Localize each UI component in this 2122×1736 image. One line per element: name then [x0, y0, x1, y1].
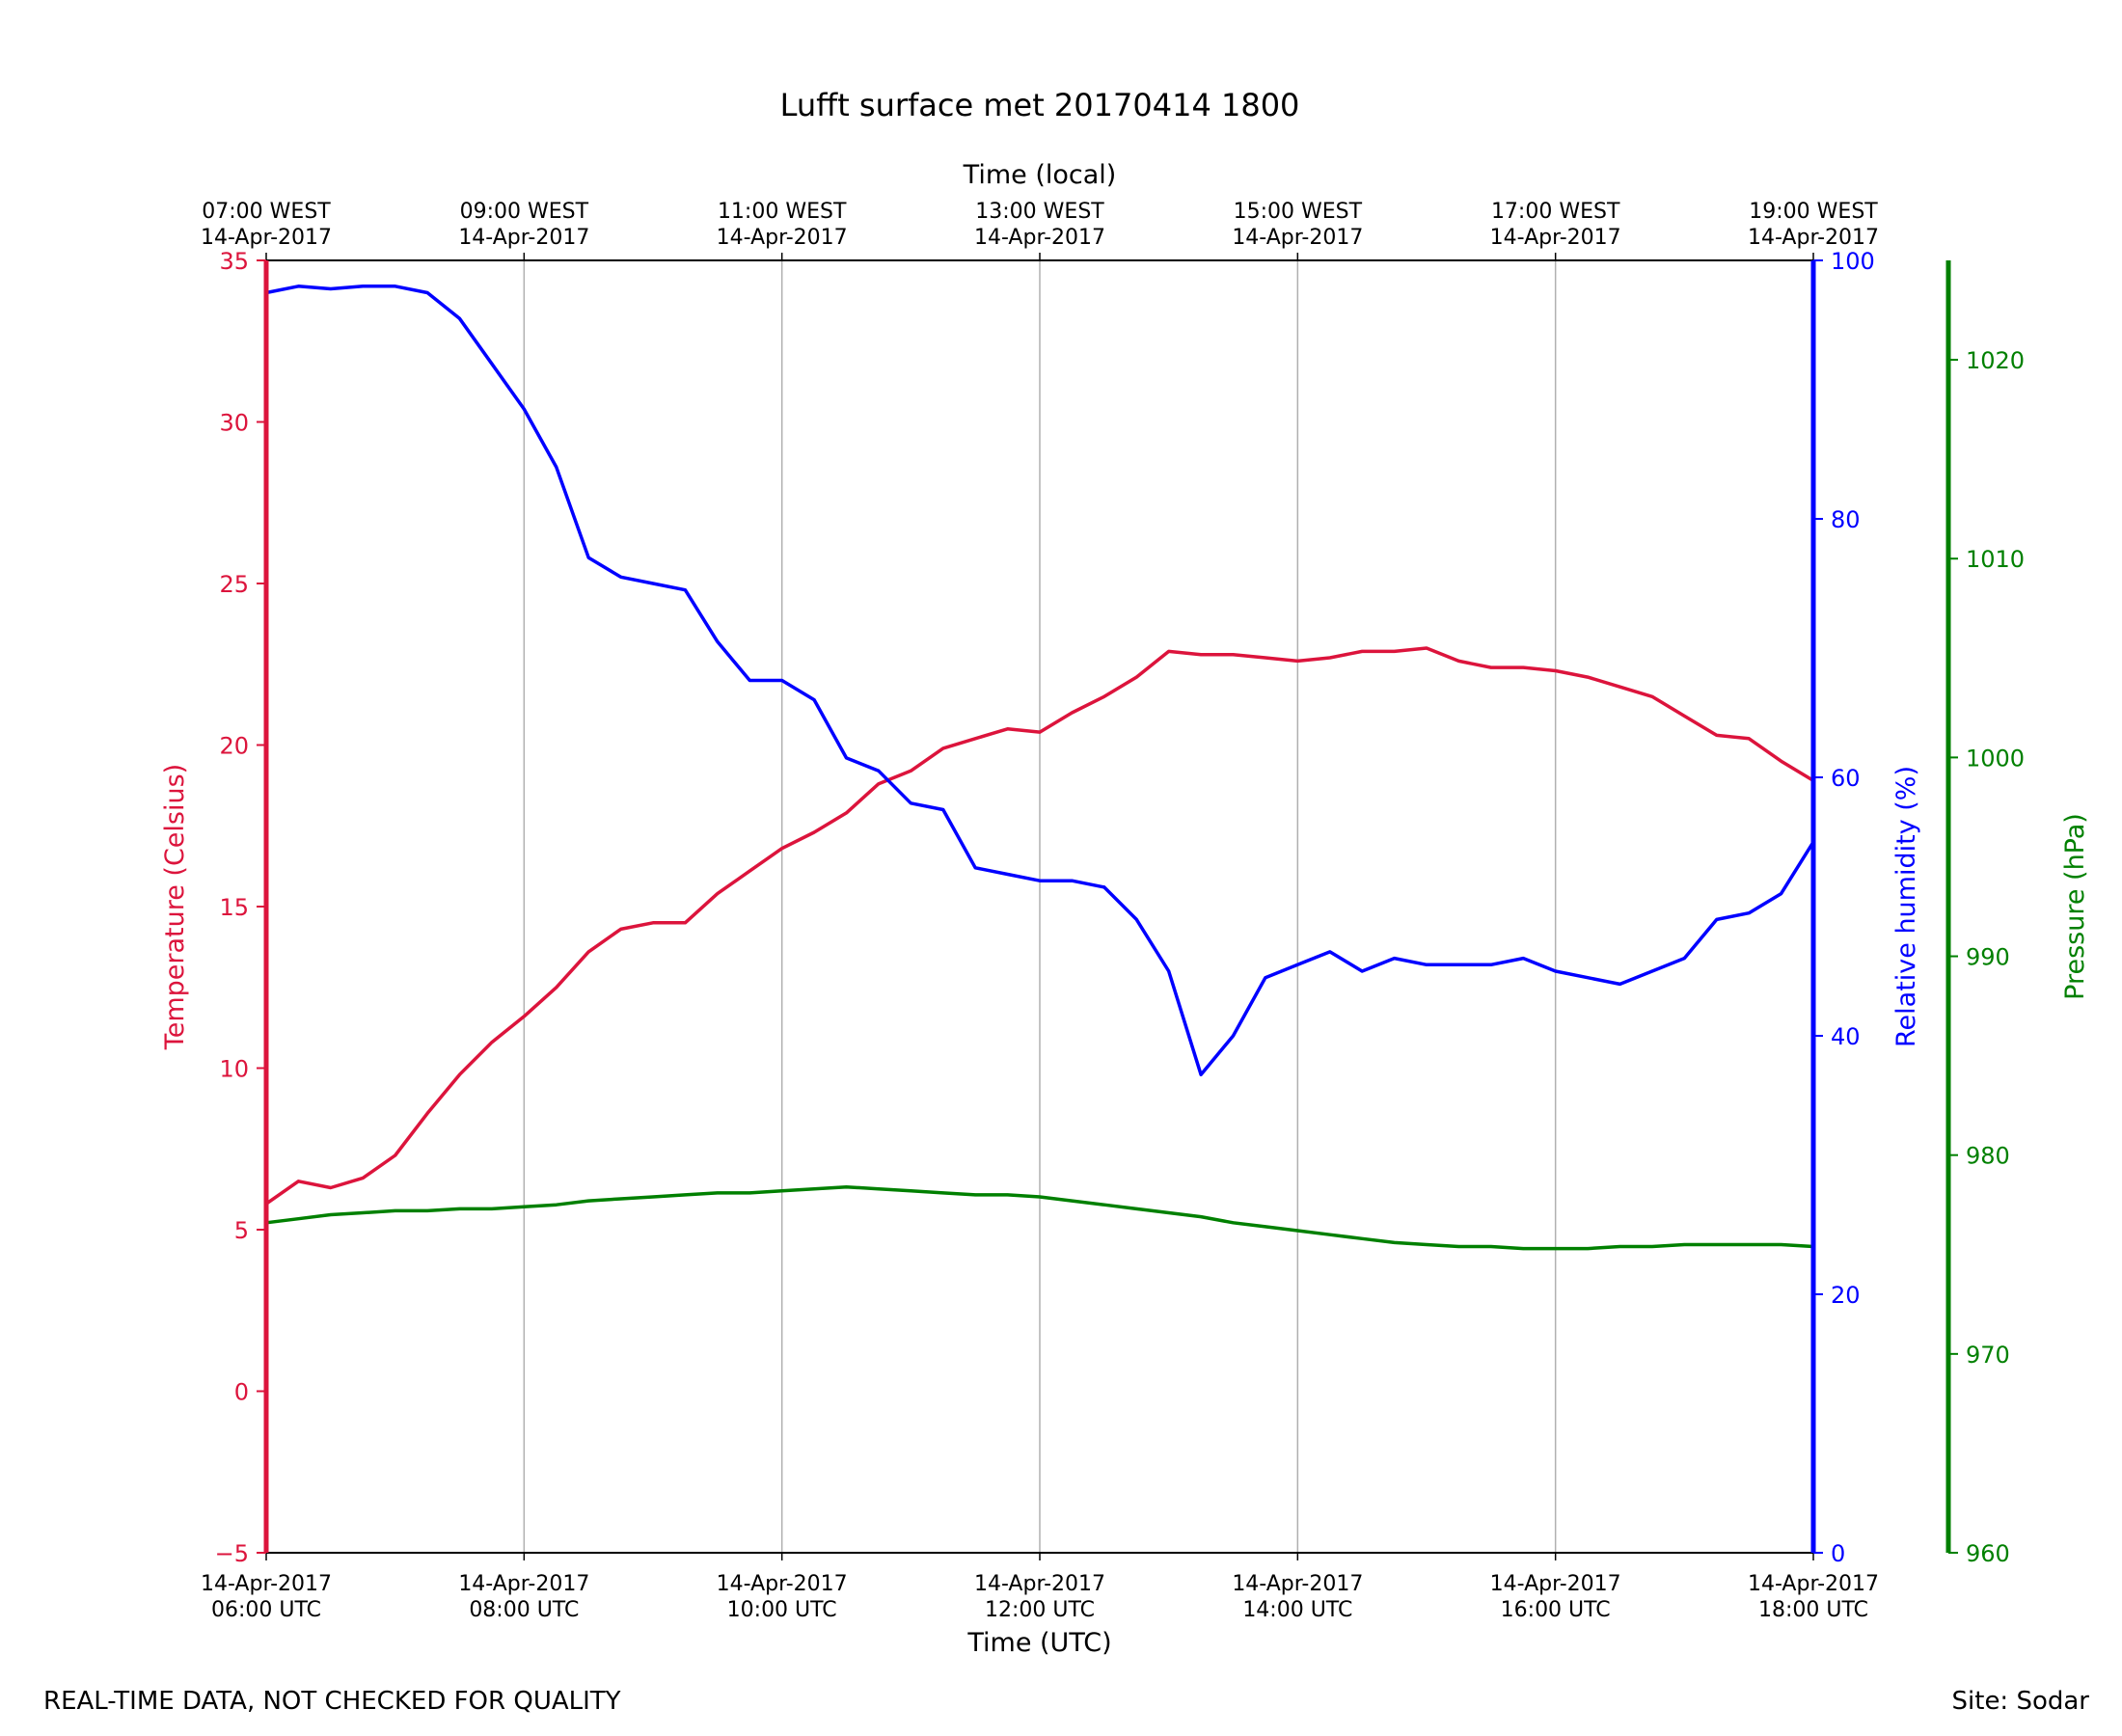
temperature-axis-label: Temperature (Celsius) — [160, 764, 190, 1050]
humidity-tick-label: 80 — [1831, 506, 1861, 533]
x-tick-label: 14-Apr-2017 12:00 UTC — [974, 1572, 1105, 1622]
site-label: Site: Sodar — [1952, 1687, 2090, 1716]
tick-line: 14-Apr-2017 — [201, 226, 332, 250]
humidity-tick-label: 0 — [1831, 1540, 1845, 1567]
x2-tick-label: 11:00 WEST 14-Apr-2017 — [717, 200, 848, 250]
tick-line: 14-Apr-2017 — [717, 226, 848, 250]
humidity-tick-label: 20 — [1831, 1282, 1861, 1309]
tick-line: 14-Apr-2017 — [1232, 226, 1363, 250]
temperature-tick-label: 15 — [219, 894, 249, 921]
quality-note: REAL-TIME DATA, NOT CHECKED FOR QUALITY — [43, 1687, 621, 1716]
x2-tick-label: 17:00 WEST 14-Apr-2017 — [1490, 200, 1621, 250]
temperature-line — [264, 646, 1814, 1206]
x-tick-label: 14-Apr-2017 18:00 UTC — [1748, 1572, 1879, 1622]
tick-line: 14-Apr-2017 — [458, 226, 589, 250]
tick-line: 16:00 UTC — [1501, 1598, 1611, 1622]
tick-line: 06:00 UTC — [211, 1598, 321, 1622]
tick-line: 09:00 WEST — [460, 200, 589, 224]
temperature-tick-label: 0 — [234, 1379, 249, 1406]
temperature-tick-label: −5 — [215, 1540, 249, 1567]
humidity-tick-label: 100 — [1831, 248, 1875, 275]
series-layer — [264, 285, 1815, 1251]
x-tick-label: 14-Apr-2017 14:00 UTC — [1232, 1572, 1363, 1622]
tick-line: 15:00 WEST — [1234, 200, 1363, 224]
tick-line: 14-Apr-2017 — [717, 1572, 848, 1596]
x2-tick-label: 09:00 WEST 14-Apr-2017 — [458, 200, 589, 250]
pressure-line — [265, 1184, 1814, 1251]
tick-line: 17:00 WEST — [1491, 200, 1620, 224]
temperature-tick-label: 20 — [219, 733, 249, 760]
pressure-tick-label: 970 — [1966, 1342, 2010, 1369]
temperature-tick-label: 25 — [219, 571, 249, 598]
top-x-axis-label: Time (local) — [963, 160, 1117, 190]
tick-line: 18:00 UTC — [1758, 1598, 1868, 1622]
pressure-tick-label: 990 — [1966, 944, 2010, 971]
tick-line: 10:00 UTC — [727, 1598, 837, 1622]
humidity-axis-label: Relative humidity (%) — [1891, 766, 1921, 1047]
tick-line: 14-Apr-2017 — [1490, 1572, 1621, 1596]
humidity-tick-label: 40 — [1831, 1023, 1861, 1050]
tick-line: 11:00 WEST — [718, 200, 847, 224]
x2-tick-label: 19:00 WEST 14-Apr-2017 — [1748, 200, 1879, 250]
humidity-tick-label: 60 — [1831, 765, 1861, 792]
pressure-tick-label: 980 — [1966, 1143, 2010, 1170]
tick-line: 13:00 WEST — [975, 200, 1104, 224]
pressure-tick-label: 1010 — [1966, 546, 2025, 573]
pressure-tick-label: 1000 — [1966, 745, 2025, 772]
temperature-tick-label: 10 — [219, 1056, 249, 1083]
bottom-x-axis-label: Time (UTC) — [966, 1628, 1111, 1658]
pressure-tick-label: 1020 — [1966, 347, 2025, 374]
x-tick-label: 14-Apr-2017 08:00 UTC — [458, 1572, 589, 1622]
humidity-line — [265, 285, 1815, 1076]
tick-line: 14-Apr-2017 — [1490, 226, 1621, 250]
tick-line: 14-Apr-2017 — [201, 1572, 332, 1596]
temperature-tick-label: 35 — [219, 248, 249, 275]
chart-title: Lufft surface met 20170414 1800 — [780, 87, 1300, 123]
tick-line: 14-Apr-2017 — [458, 1572, 589, 1596]
grid — [523, 260, 1557, 1553]
tick-line: 12:00 UTC — [985, 1598, 1095, 1622]
x-tick-label: 14-Apr-2017 16:00 UTC — [1490, 1572, 1621, 1622]
tick-line: 19:00 WEST — [1749, 200, 1878, 224]
pressure-tick-label: 960 — [1966, 1540, 2010, 1567]
x2-tick-label: 13:00 WEST 14-Apr-2017 — [974, 200, 1105, 250]
tick-line: 08:00 UTC — [469, 1598, 579, 1622]
x-tick-label: 14-Apr-2017 10:00 UTC — [717, 1572, 848, 1622]
pressure-axis-label: Pressure (hPa) — [2060, 813, 2090, 1000]
tick-line: 14-Apr-2017 — [974, 1572, 1105, 1596]
temperature-tick-label: 30 — [219, 410, 249, 437]
temperature-tick-label: 5 — [234, 1217, 249, 1244]
tick-line: 07:00 WEST — [202, 200, 331, 224]
tick-line: 14:00 UTC — [1242, 1598, 1352, 1622]
tick-line: 14-Apr-2017 — [1748, 1572, 1879, 1596]
tick-line: 14-Apr-2017 — [974, 226, 1105, 250]
x-tick-label: 14-Apr-2017 06:00 UTC — [201, 1572, 332, 1622]
tick-line: 14-Apr-2017 — [1232, 1572, 1363, 1596]
tick-line: 14-Apr-2017 — [1748, 226, 1879, 250]
x2-tick-label: 07:00 WEST 14-Apr-2017 — [201, 200, 332, 250]
x2-tick-label: 15:00 WEST 14-Apr-2017 — [1232, 200, 1363, 250]
